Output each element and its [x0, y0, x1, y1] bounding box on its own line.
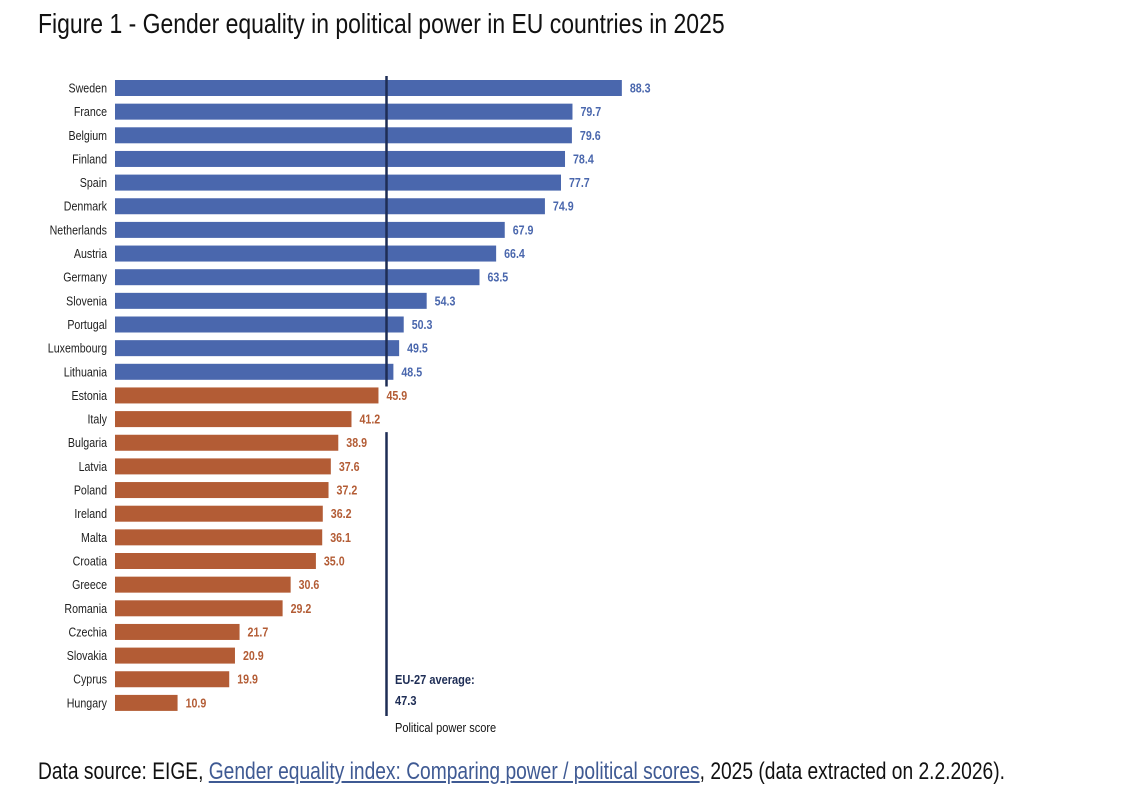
category-label: Romania	[64, 601, 107, 616]
source-suffix: , 2025 (data extracted on 2.2.2026).	[699, 758, 1005, 785]
category-label: Slovakia	[67, 648, 108, 663]
value-label: 20.9	[243, 648, 264, 663]
category-label: Hungary	[67, 695, 107, 710]
category-label: Germany	[63, 270, 107, 285]
bar	[115, 80, 622, 96]
bar	[115, 671, 230, 688]
bar	[115, 316, 404, 333]
value-label: 10.9	[186, 695, 207, 710]
bar	[115, 127, 572, 144]
category-label: France	[74, 104, 107, 119]
value-label: 79.7	[580, 104, 601, 119]
value-label: 67.9	[513, 222, 534, 237]
bar	[115, 553, 316, 569]
category-label: Lithuania	[64, 364, 108, 379]
value-label: 45.9	[386, 388, 407, 403]
value-label: 30.6	[299, 577, 320, 592]
average-value: 47.3	[395, 693, 417, 708]
value-label: 50.3	[412, 317, 433, 332]
bar	[115, 363, 394, 380]
bar	[115, 269, 480, 286]
value-label: 21.7	[248, 624, 269, 639]
source-link[interactable]: Gender equality index: Comparing power /…	[208, 758, 700, 785]
bar	[115, 529, 323, 546]
category-label: Bulgaria	[68, 435, 107, 450]
source-prefix: Data source: EIGE,	[38, 758, 209, 785]
chart-title: Figure 1 - Gender equality in political …	[38, 8, 725, 39]
value-label: 88.3	[630, 80, 651, 95]
value-label: 41.2	[359, 412, 380, 427]
category-label: Denmark	[64, 199, 107, 214]
bar	[115, 245, 497, 262]
bar	[115, 694, 178, 711]
value-label: 63.5	[487, 270, 508, 285]
bar	[115, 600, 283, 617]
bar	[115, 458, 331, 475]
value-label: 54.3	[435, 293, 456, 308]
category-label: Sweden	[69, 80, 107, 95]
category-label: Finland	[72, 151, 107, 166]
bar	[115, 174, 561, 191]
value-label: 49.5	[407, 341, 428, 356]
bar	[115, 505, 323, 522]
value-label: 79.6	[580, 128, 601, 143]
bar	[115, 647, 235, 664]
category-label: Ireland	[74, 506, 107, 521]
bar	[115, 340, 400, 357]
value-label: 38.9	[346, 435, 367, 450]
category-label: Estonia	[71, 388, 107, 403]
value-label: 78.4	[573, 151, 594, 166]
bar	[115, 623, 240, 640]
category-label: Cyprus	[73, 672, 107, 687]
category-label: Greece	[72, 577, 107, 592]
bar-chart: Sweden 88.3 France 79.7 Belgium 79.6 Finland 78…	[48, 76, 651, 735]
value-label: 37.2	[337, 483, 358, 498]
bar	[115, 576, 291, 593]
category-label: Portugal	[67, 317, 107, 332]
category-label: Croatia	[73, 553, 108, 568]
value-label: 66.4	[504, 246, 525, 261]
bar	[115, 150, 566, 167]
value-label: 36.1	[330, 530, 351, 545]
value-label: 37.6	[339, 459, 360, 474]
bar	[115, 387, 379, 404]
bar	[115, 411, 352, 428]
bar	[115, 292, 427, 309]
category-label: Slovenia	[66, 293, 107, 308]
category-label: Latvia	[79, 459, 108, 474]
value-label: 19.9	[237, 672, 258, 687]
average-label: EU-27 average:	[395, 672, 475, 687]
category-label: Luxembourg	[48, 341, 107, 356]
category-label: Malta	[81, 530, 107, 545]
bar	[115, 482, 329, 499]
value-label: 36.2	[331, 506, 352, 521]
value-label: 35.0	[324, 553, 345, 568]
bar	[115, 103, 573, 120]
bar	[115, 198, 545, 215]
category-label: Belgium	[69, 128, 108, 143]
category-label: Spain	[80, 175, 107, 190]
value-label: 48.5	[401, 364, 422, 379]
category-label: Czechia	[69, 624, 108, 639]
category-label: Austria	[74, 246, 107, 261]
bar	[115, 221, 505, 238]
value-label: 74.9	[553, 199, 574, 214]
x-axis-label: Political power score	[395, 720, 496, 735]
category-label: Netherlands	[50, 222, 107, 237]
value-label: 29.2	[291, 601, 312, 616]
category-label: Poland	[74, 483, 107, 498]
category-label: Italy	[87, 412, 107, 427]
data-source: Data source: EIGE, Gender equality index…	[38, 758, 1005, 786]
bar	[115, 434, 339, 451]
value-label: 77.7	[569, 175, 590, 190]
